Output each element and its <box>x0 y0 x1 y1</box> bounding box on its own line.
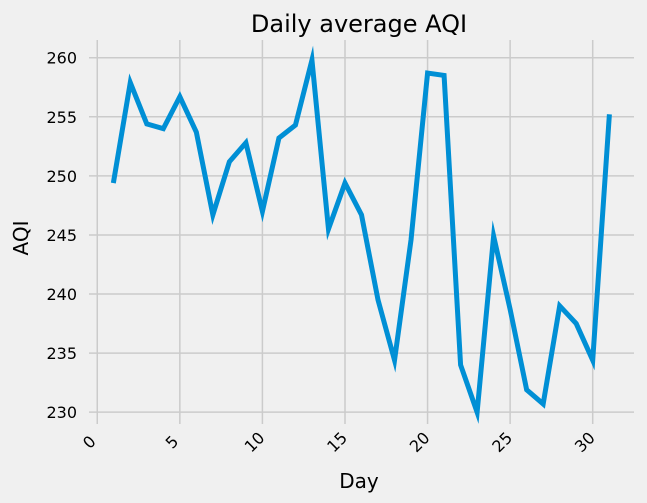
series-layer <box>110 45 612 424</box>
tick-labels: 0 5 10 15 20 25 30 230 235 240 245 250 255 260 <box>46 49 598 456</box>
y-tick-label: 260 <box>46 49 77 68</box>
x-tick-label: 5 <box>162 432 183 453</box>
x-tick-label: 15 <box>323 428 351 456</box>
x-tick-label: 25 <box>488 428 516 456</box>
x-tick-label: 10 <box>241 428 269 456</box>
y-tick-label: 245 <box>46 226 77 245</box>
aqi-series-line <box>110 45 612 424</box>
y-axis-label: AQI <box>9 221 33 256</box>
y-tick-label: 250 <box>46 167 77 186</box>
y-tick-label: 230 <box>46 403 77 422</box>
x-tick-label: 20 <box>406 428 434 456</box>
x-tick-label: 0 <box>79 432 100 453</box>
x-tick-label: 30 <box>571 428 599 456</box>
y-tick-label: 235 <box>46 344 77 363</box>
y-tick-label: 240 <box>46 285 77 304</box>
x-axis-label: Day <box>339 469 379 493</box>
y-tick-label: 255 <box>46 108 77 127</box>
chart-title: Daily average AQI <box>251 10 467 38</box>
grid <box>89 40 634 424</box>
